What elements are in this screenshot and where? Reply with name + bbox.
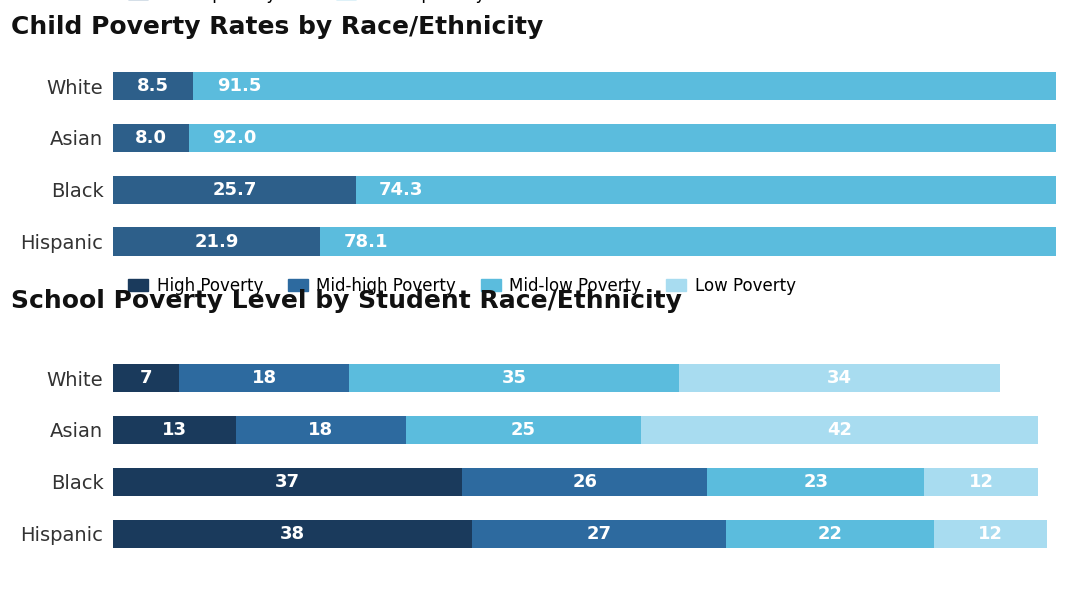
Bar bbox=[405, 416, 641, 444]
Bar bbox=[727, 520, 934, 548]
Text: 42: 42 bbox=[827, 421, 852, 439]
Bar bbox=[113, 228, 320, 256]
Text: 7: 7 bbox=[140, 369, 152, 387]
Legend: Below poverty line, Above poverty line: Below poverty line, Above poverty line bbox=[122, 0, 527, 10]
Bar bbox=[113, 72, 193, 100]
Text: 38: 38 bbox=[280, 525, 305, 543]
Bar bbox=[679, 364, 1000, 392]
Text: 8.0: 8.0 bbox=[135, 129, 167, 147]
Bar bbox=[925, 468, 1037, 496]
Bar bbox=[113, 468, 462, 496]
Text: 8.5: 8.5 bbox=[137, 77, 169, 95]
Text: 26: 26 bbox=[572, 473, 597, 491]
Bar bbox=[113, 176, 356, 204]
Bar bbox=[462, 468, 707, 496]
Text: 25.7: 25.7 bbox=[212, 181, 257, 199]
Text: 78.1: 78.1 bbox=[343, 233, 388, 251]
Bar bbox=[113, 124, 189, 152]
Text: 27: 27 bbox=[586, 525, 611, 543]
Legend: High Poverty, Mid-high Poverty, Mid-low Poverty, Low Poverty: High Poverty, Mid-high Poverty, Mid-low … bbox=[122, 271, 802, 302]
Text: 12: 12 bbox=[978, 525, 1003, 543]
Bar bbox=[349, 364, 679, 392]
Text: 34: 34 bbox=[827, 369, 852, 387]
Text: 18: 18 bbox=[308, 421, 333, 439]
Bar bbox=[113, 416, 236, 444]
Bar bbox=[189, 124, 1056, 152]
Text: 12: 12 bbox=[968, 473, 994, 491]
Bar bbox=[193, 72, 1056, 100]
Text: Child Poverty Rates by Race/Ethnicity: Child Poverty Rates by Race/Ethnicity bbox=[11, 15, 543, 39]
Text: 18: 18 bbox=[251, 369, 277, 387]
Text: 91.5: 91.5 bbox=[217, 77, 261, 95]
Bar bbox=[113, 364, 179, 392]
Text: 21.9: 21.9 bbox=[194, 233, 238, 251]
Text: 22: 22 bbox=[817, 525, 843, 543]
Bar bbox=[113, 520, 472, 548]
Text: 92.0: 92.0 bbox=[212, 129, 257, 147]
Bar bbox=[472, 520, 727, 548]
Text: 37: 37 bbox=[275, 473, 300, 491]
Text: 25: 25 bbox=[511, 421, 536, 439]
Bar bbox=[934, 520, 1047, 548]
Bar bbox=[179, 364, 349, 392]
Text: 23: 23 bbox=[803, 473, 828, 491]
Text: 13: 13 bbox=[162, 421, 186, 439]
Bar bbox=[320, 228, 1056, 256]
Bar bbox=[236, 416, 405, 444]
Text: 35: 35 bbox=[501, 369, 526, 387]
Text: School Poverty Level by Student Race/Ethnicity: School Poverty Level by Student Race/Eth… bbox=[11, 289, 681, 313]
Bar bbox=[641, 416, 1037, 444]
Bar bbox=[356, 176, 1056, 204]
Text: 74.3: 74.3 bbox=[379, 181, 424, 199]
Bar bbox=[707, 468, 925, 496]
